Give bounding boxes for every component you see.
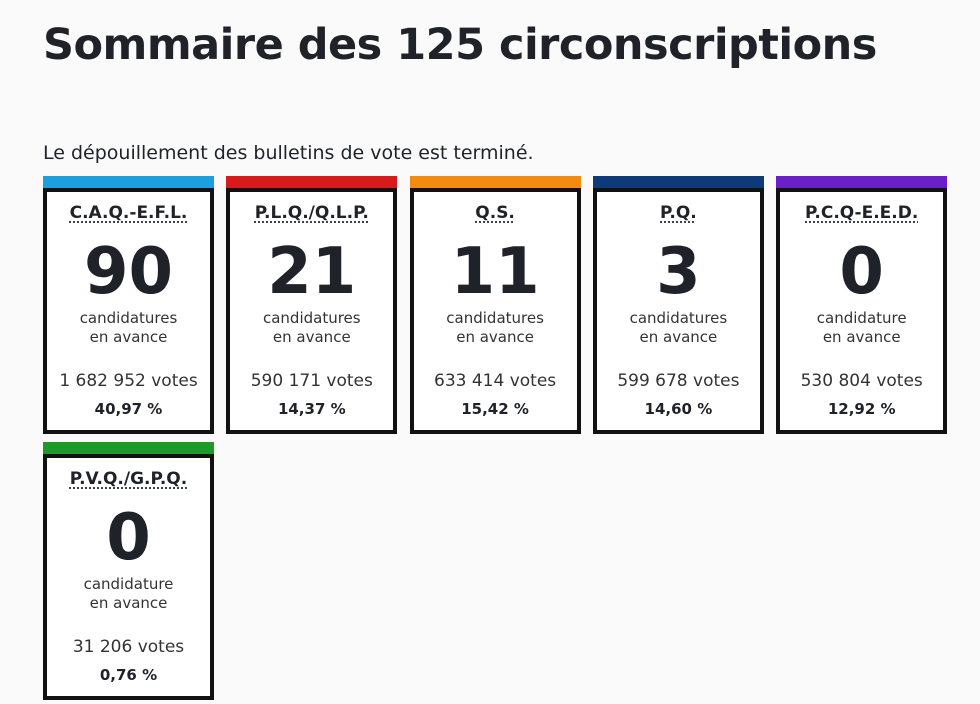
card-frame [592, 188, 764, 434]
party-color-bar [776, 176, 948, 188]
card-frame [409, 188, 581, 434]
seat-label: en avance [89, 328, 168, 346]
seat-label: candidatures [79, 309, 178, 327]
vote-percent: 0,76 % [99, 666, 158, 684]
vote-percent: 15,42 % [461, 400, 529, 418]
party-card: P.C.Q-E.E.D. 0 candidature en avance 530 804… [776, 176, 948, 434]
vote-count: 633 414 votes [434, 371, 557, 391]
card-frame [226, 188, 398, 434]
party-color-bar [226, 176, 398, 188]
status-text: Le dépouillement des bulletins de vote e… [43, 142, 534, 164]
seat-count: 0 [106, 501, 151, 575]
vote-percent: 14,60 % [644, 400, 713, 418]
card-frame [776, 188, 948, 434]
seat-label: candidature [816, 309, 907, 327]
seat-count: 90 [83, 235, 174, 309]
vote-count: 31 206 votes [72, 637, 185, 657]
seat-label: en avance [456, 328, 534, 346]
vote-percent: 40,97 % [94, 400, 163, 418]
party-name: P.L.Q./Q.L.P. [254, 203, 369, 223]
party-card: P.V.Q./G.P.Q. 0 candidature en avance 31 206… [43, 442, 214, 700]
vote-count: 599 678 votes [617, 371, 740, 391]
seat-label: candidatures [446, 309, 544, 327]
seat-label: en avance [822, 328, 901, 346]
seat-label: en avance [272, 328, 351, 346]
card-frame [43, 454, 214, 700]
seat-label: en avance [89, 594, 168, 612]
page-title: Sommaire des 125 circonscriptions [43, 20, 877, 70]
vote-percent: 14,37 % [277, 400, 346, 418]
seat-count: 0 [839, 235, 884, 309]
seat-label: en avance [639, 328, 718, 346]
party-color-bar [409, 176, 581, 188]
vote-percent: 12,92 % [827, 400, 896, 418]
card-frame [43, 188, 214, 434]
party-card: C.A.Q.-E.F.L. 90 candidatures en avance 1 68… [43, 176, 214, 434]
party-name: Q.S. [475, 203, 515, 223]
party-card: Q.S. 11 candidatures en avance 633 414 votes… [409, 176, 581, 434]
party-card: P.L.Q./Q.L.P. 21 candidatures en avance 590 … [226, 176, 398, 434]
seat-count: 11 [450, 235, 540, 309]
seat-count: 21 [267, 235, 357, 309]
party-card: P.Q. 3 candidatures en avance 599 678 votes 1… [592, 176, 764, 434]
seat-label: candidature [83, 575, 174, 593]
vote-count: 590 171 votes [250, 371, 373, 391]
party-color-bar [43, 442, 214, 454]
party-name: P.V.Q./G.P.Q. [69, 469, 188, 489]
vote-count: 530 804 votes [800, 371, 923, 391]
party-name: P.C.Q-E.E.D. [805, 203, 919, 223]
seat-count: 3 [656, 235, 701, 309]
party-color-bar [43, 176, 214, 188]
party-color-bar [592, 176, 764, 188]
party-name: P.Q. [660, 203, 697, 223]
seat-label: candidatures [629, 309, 728, 327]
party-name: C.A.Q.-E.F.L. [69, 203, 188, 223]
vote-count: 1 682 952 votes [59, 371, 198, 391]
seat-label: candidatures [262, 309, 361, 327]
